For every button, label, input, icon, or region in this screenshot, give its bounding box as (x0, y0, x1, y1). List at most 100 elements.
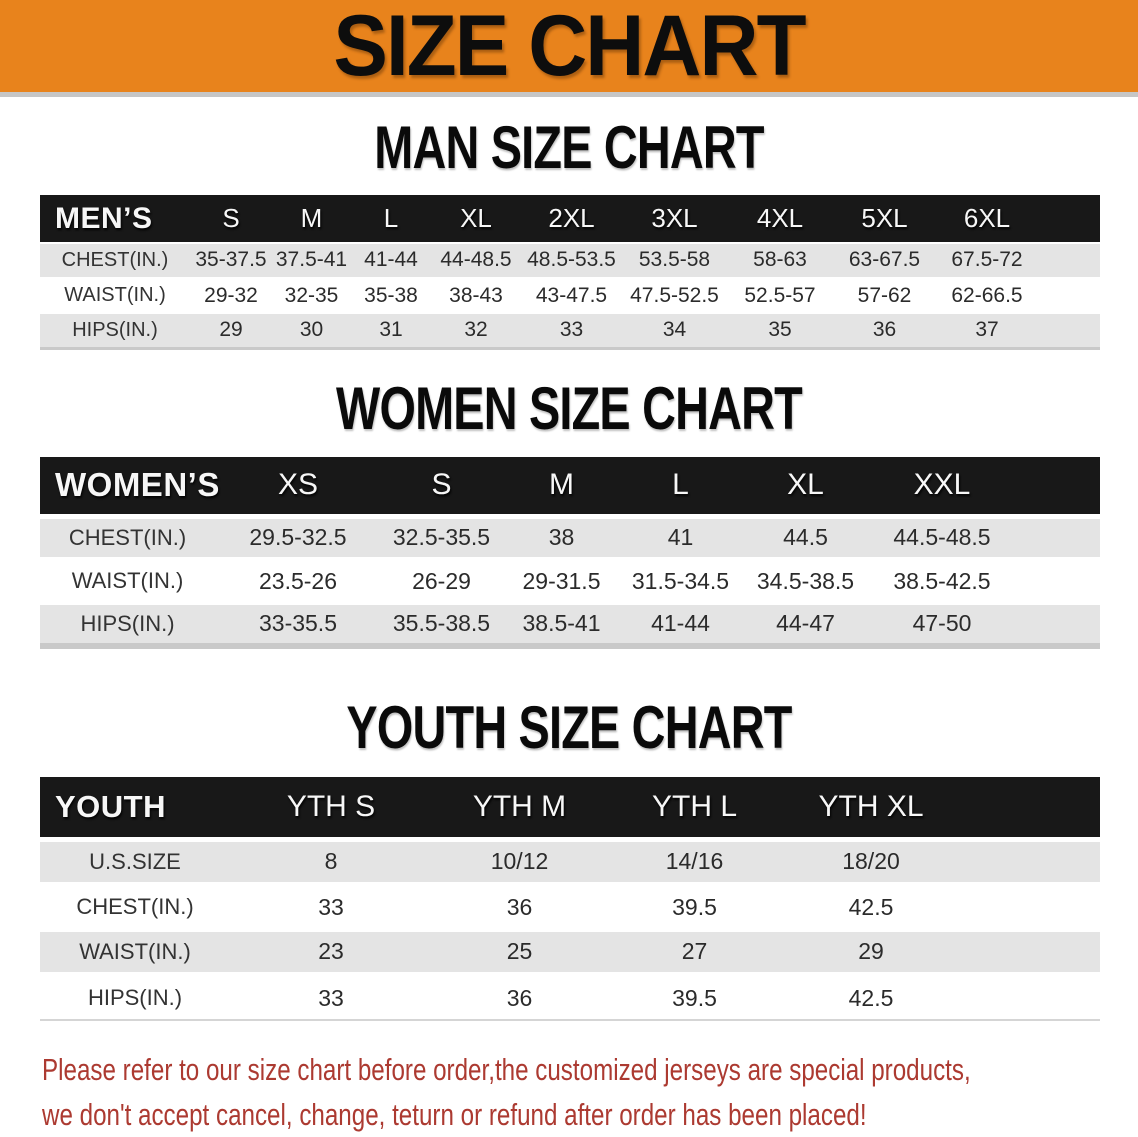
size-value: 38.5-41 (502, 600, 621, 649)
size-value: 26-29 (412, 567, 471, 594)
row-label: CHEST(IN.) (40, 514, 215, 563)
size-value: 33 (230, 974, 432, 1021)
table-row: WAIST(IN.) 23.5-26 26-29 29-31.5 31.5-34.5 34… (40, 560, 1100, 603)
table-corner-label: MEN’S (55, 201, 153, 235)
size-column-header: S (222, 203, 240, 233)
youth-header-row: YOUTH YTH S YTH M YTH L YTH XL (40, 776, 1100, 840)
table-row: U.S.SIZE 8 10/12 14/16 18/20 (40, 837, 1100, 888)
size-column-header: XL (787, 468, 824, 502)
men-section-heading: MAN SIZE CHART (374, 114, 764, 181)
size-value: 33 (521, 312, 622, 350)
size-value: 29 (190, 312, 272, 350)
size-value: 43-47.5 (535, 283, 608, 307)
size-value: 34.5-38.5 (756, 567, 855, 594)
size-value: 27 (607, 927, 782, 978)
table-row: HIPS(IN.) 29 30 31 32 33 34 35 36 37 (40, 312, 1100, 350)
size-value: 32.5-35.5 (381, 514, 502, 563)
size-value: 67.5-72 (936, 242, 1100, 280)
size-value: 35 (727, 312, 833, 350)
size-column-header: L (672, 468, 689, 502)
size-value: 23 (230, 927, 432, 978)
table-row: WAIST(IN.) 23 25 27 29 (40, 927, 1100, 978)
row-label: HIPS(IN.) (40, 974, 230, 1021)
size-value: 29 (782, 927, 1100, 978)
size-value: 37 (936, 312, 1100, 350)
disclaimer-line-2: we don't accept cancel, change, teturn o… (42, 1096, 867, 1132)
row-label: WAIST(IN.) (64, 284, 166, 307)
disclaimer-line-1: Please refer to our size chart before or… (42, 1051, 971, 1087)
page-title: SIZE CHART (333, 0, 806, 94)
disclaimer: Please refer to our size chart before or… (42, 1047, 1138, 1137)
table-corner-label: YOUTH (55, 788, 166, 824)
size-value: 23.5-26 (258, 567, 337, 594)
size-value: 38-43 (449, 283, 503, 307)
size-value: 53.5-58 (622, 242, 727, 280)
table-row: WAIST(IN.) 29-32 32-35 35-38 38-43 43-47.5 47.… (40, 278, 1100, 313)
size-column-header: 3XL (651, 203, 698, 233)
size-value: 34 (622, 312, 727, 350)
men-header-row: MEN’S S M L XL 2XL 3XL 4XL 5XL 6XL (40, 195, 1100, 243)
size-value: 36 (506, 893, 533, 920)
size-column-header: S (431, 468, 452, 502)
row-label: CHEST(IN.) (76, 894, 194, 920)
size-value: 31 (351, 312, 431, 350)
size-value: 48.5-53.5 (521, 242, 622, 280)
size-value: 35.5-38.5 (381, 600, 502, 649)
row-label: U.S.SIZE (40, 837, 230, 888)
size-value: 8 (230, 837, 432, 888)
youth-section-heading: YOUTH SIZE CHART (346, 693, 792, 761)
row-label: HIPS(IN.) (40, 600, 215, 649)
women-header-row: WOMEN’S XS S M L XL XXL (40, 456, 1100, 517)
size-value: 52.5-57 (744, 283, 816, 307)
youth-size-section: YOUTH SIZE CHART YOUTH YTH S YTH M YTH L YTH… (0, 693, 1138, 1021)
size-value: 58-63 (727, 242, 833, 280)
size-column-header: YTH S (286, 789, 376, 823)
size-value: 41-44 (351, 242, 431, 280)
men-size-section: MAN SIZE CHART MEN’S S M L XL 2XL 3XL 4XL 5XL 6XL… (0, 114, 1138, 350)
size-value: 44.5 (740, 514, 871, 563)
size-value: 47-50 (871, 600, 1100, 649)
size-value: 37.5-41 (272, 242, 351, 280)
title-banner: SIZE CHART (0, 0, 1138, 97)
women-section-heading: WOMEN SIZE CHART (336, 374, 803, 442)
size-value: 10/12 (432, 837, 607, 888)
size-column-header: YTH L (651, 789, 738, 823)
size-column-header: XS (277, 468, 319, 502)
table-row: CHEST(IN.) 33 36 39.5 42.5 (40, 885, 1100, 930)
row-label: HIPS(IN.) (40, 312, 190, 350)
women-size-table: WOMEN’S XS S M L XL XXL CHEST(IN.) 29.5-32.5 32.… (40, 456, 1100, 649)
size-column-header: 2XL (548, 203, 595, 233)
size-column-header: XXL (913, 468, 971, 502)
table-row: HIPS(IN.) 33-35.5 35.5-38.5 38.5-41 41-44 44-… (40, 600, 1100, 649)
size-value: 25 (432, 927, 607, 978)
row-label: WAIST(IN.) (40, 927, 230, 978)
size-value: 47.5-52.5 (630, 283, 719, 307)
size-value: 36 (833, 312, 936, 350)
size-value: 29.5-32.5 (215, 514, 381, 563)
size-value: 30 (272, 312, 351, 350)
size-value: 35-38 (364, 283, 418, 307)
size-value: 42.5 (848, 893, 894, 920)
size-value: 39.5 (672, 893, 717, 920)
size-value: 63-67.5 (833, 242, 936, 280)
row-label: WAIST(IN.) (71, 568, 184, 594)
size-value: 41-44 (621, 600, 740, 649)
size-column-header: YTH XL (818, 789, 924, 823)
size-value: 41 (621, 514, 740, 563)
size-value: 44-48.5 (431, 242, 521, 280)
table-row: CHEST(IN.) 35-37.5 37.5-41 41-44 44-48.5 48.5… (40, 242, 1100, 280)
size-column-header: M (549, 468, 574, 502)
size-value: 32-35 (284, 283, 339, 307)
youth-size-table: YOUTH YTH S YTH M YTH L YTH XL U.S.SIZE 8 10/1… (40, 776, 1100, 1021)
size-column-header: L (383, 203, 399, 233)
size-value: 44-47 (740, 600, 871, 649)
size-value: 62-66.5 (951, 283, 1023, 307)
size-value: 35-37.5 (190, 242, 272, 280)
size-value: 32 (431, 312, 521, 350)
size-value: 44.5-48.5 (871, 514, 1100, 563)
size-column-header: XL (460, 203, 492, 233)
size-value: 29-31.5 (522, 567, 601, 594)
row-label: CHEST(IN.) (40, 242, 190, 280)
size-value: 57-62 (857, 283, 912, 307)
